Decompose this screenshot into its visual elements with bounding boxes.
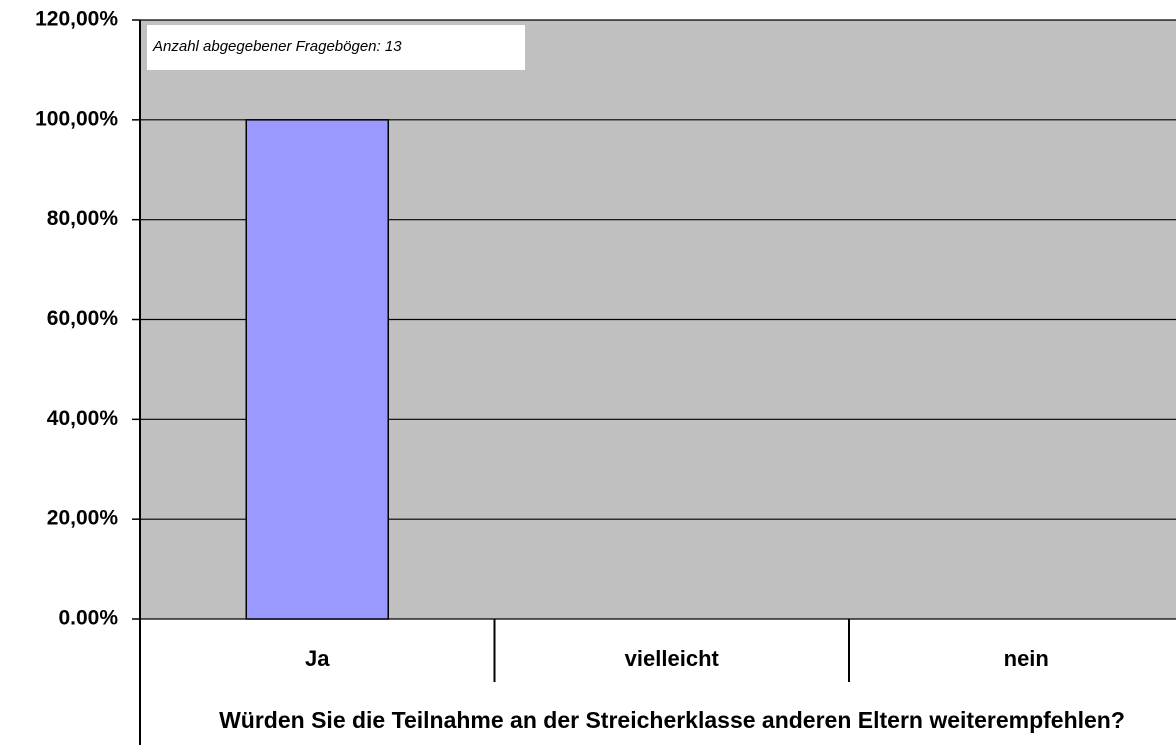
x-tick-label: Ja [305,646,330,671]
y-tick-label: 80,00% [47,207,119,230]
y-tick-label: 120,00% [35,8,118,31]
y-tick-label: 20,00% [47,507,119,530]
x-tick-label: nein [1004,646,1049,671]
annotation: Anzahl abgegebener Fragebögen: 13 [152,38,402,55]
x-tick-label: vielleicht [625,646,720,671]
y-tick-label: 40,00% [47,407,119,430]
y-tick-label: 60,00% [47,307,119,330]
y-tick-label: 0.00% [58,607,118,630]
annotation-box [147,25,525,70]
y-tick-label: 100,00% [35,107,118,130]
x-axis-title: Würden Sie die Teilnahme an der Streiche… [219,707,1125,733]
bar [245,119,389,620]
